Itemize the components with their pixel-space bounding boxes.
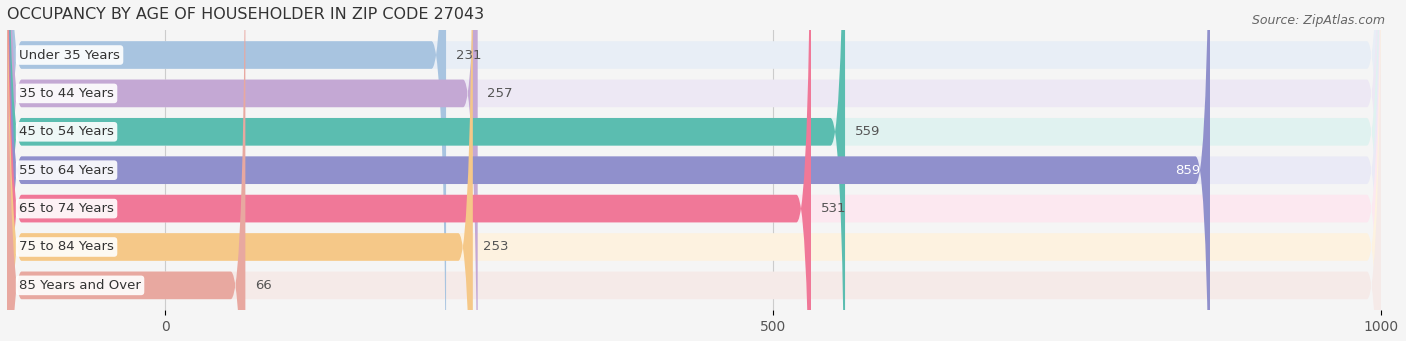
FancyBboxPatch shape [7, 0, 446, 341]
FancyBboxPatch shape [7, 0, 472, 341]
FancyBboxPatch shape [7, 0, 1382, 341]
FancyBboxPatch shape [7, 0, 1382, 341]
FancyBboxPatch shape [7, 0, 246, 341]
Text: 253: 253 [482, 240, 508, 253]
FancyBboxPatch shape [7, 0, 478, 341]
Text: 531: 531 [821, 202, 846, 215]
FancyBboxPatch shape [7, 0, 811, 341]
Text: 45 to 54 Years: 45 to 54 Years [20, 125, 114, 138]
FancyBboxPatch shape [7, 0, 1382, 341]
Text: 66: 66 [254, 279, 271, 292]
FancyBboxPatch shape [7, 0, 1382, 341]
Text: 75 to 84 Years: 75 to 84 Years [20, 240, 114, 253]
FancyBboxPatch shape [7, 0, 1382, 341]
FancyBboxPatch shape [7, 0, 1382, 341]
FancyBboxPatch shape [7, 0, 845, 341]
Text: 231: 231 [456, 48, 481, 61]
Text: 35 to 44 Years: 35 to 44 Years [20, 87, 114, 100]
Text: OCCUPANCY BY AGE OF HOUSEHOLDER IN ZIP CODE 27043: OCCUPANCY BY AGE OF HOUSEHOLDER IN ZIP C… [7, 7, 484, 22]
Text: 559: 559 [855, 125, 880, 138]
FancyBboxPatch shape [7, 0, 1211, 341]
Text: 257: 257 [488, 87, 513, 100]
FancyBboxPatch shape [7, 0, 1382, 341]
Text: 859: 859 [1175, 164, 1201, 177]
Text: 55 to 64 Years: 55 to 64 Years [20, 164, 114, 177]
Text: 65 to 74 Years: 65 to 74 Years [20, 202, 114, 215]
Text: Under 35 Years: Under 35 Years [20, 48, 120, 61]
Text: 85 Years and Over: 85 Years and Over [20, 279, 141, 292]
Text: Source: ZipAtlas.com: Source: ZipAtlas.com [1251, 14, 1385, 27]
